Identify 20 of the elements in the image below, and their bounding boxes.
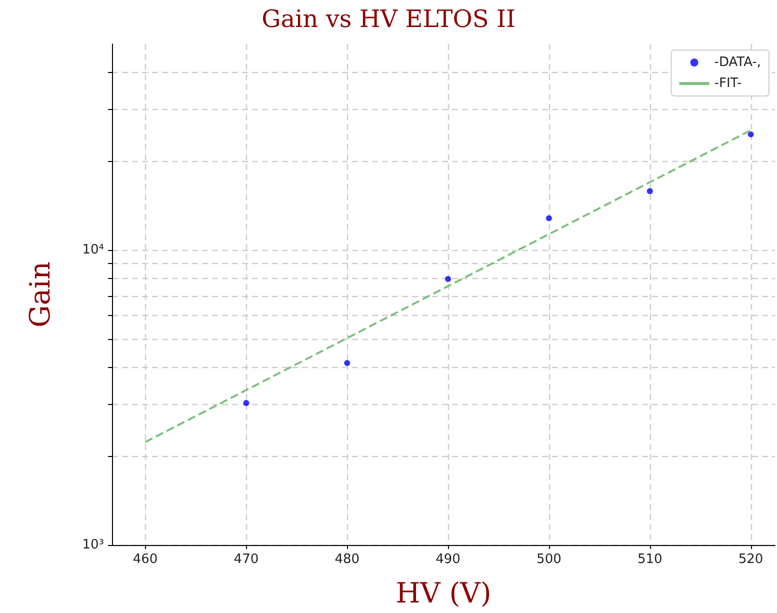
point xyxy=(748,131,754,138)
legend-label: -DATA-, xyxy=(714,55,761,70)
point xyxy=(445,276,452,282)
x-tick-label: 510 xyxy=(637,552,662,567)
x-tick-label: 460 xyxy=(132,552,158,567)
point xyxy=(546,215,552,222)
x-tick-label: 490 xyxy=(436,552,460,567)
y-axis-title: Gain xyxy=(24,261,56,328)
legend-label: -FIT- xyxy=(714,76,742,91)
x-tick-label: 500 xyxy=(536,552,562,567)
chart-title: Gain vs HV ELTOS II xyxy=(262,5,516,33)
y-tick-label: 10⁴ xyxy=(82,242,104,258)
x-tick-label: 470 xyxy=(234,552,259,567)
x-tick-label: 520 xyxy=(738,552,764,567)
y-tick-label: 10³ xyxy=(82,538,104,552)
point xyxy=(344,360,350,366)
x-axis-title: HV (V) xyxy=(396,576,492,610)
point xyxy=(243,400,250,406)
point xyxy=(646,188,653,194)
x-tick-label: 480 xyxy=(334,552,360,567)
